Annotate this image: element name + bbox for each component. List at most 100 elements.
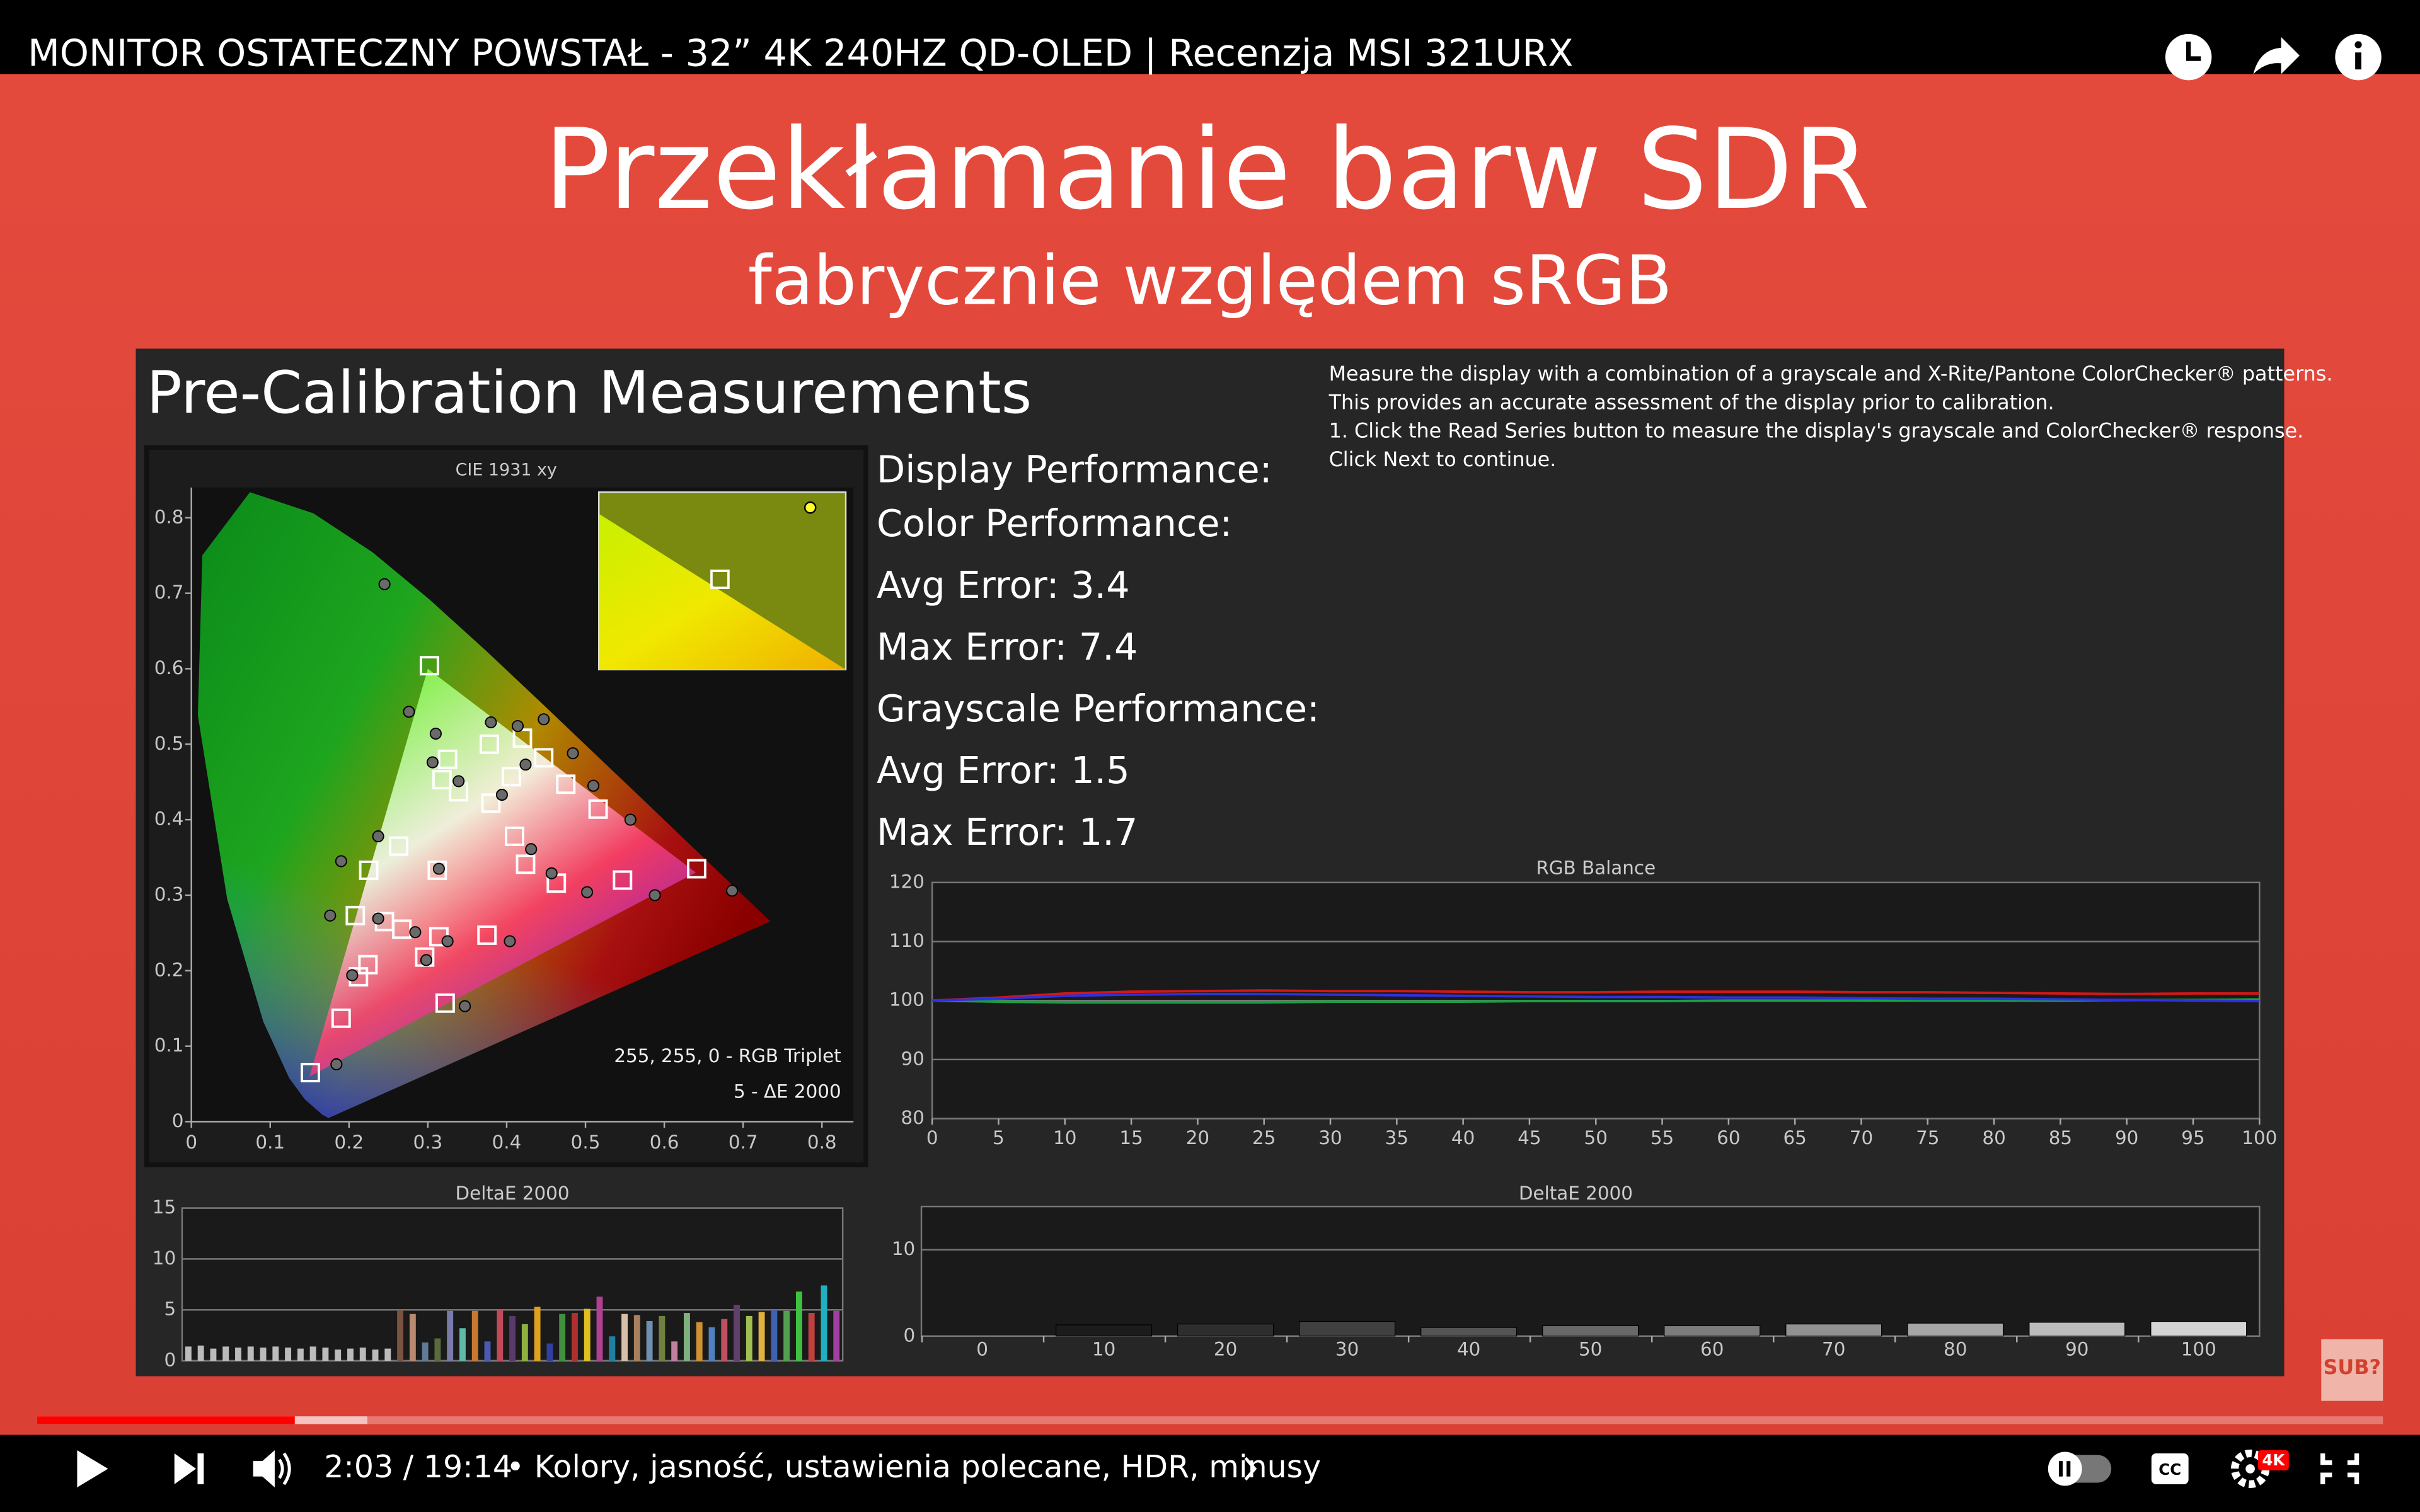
deltae-bar <box>484 1341 491 1361</box>
watch-later-icon[interactable] <box>2165 33 2212 81</box>
instruction-line: Click Next to continue. <box>1329 447 1557 471</box>
x-tick-label: 85 <box>2049 1127 2072 1148</box>
x-tick-label: 0 <box>976 1338 988 1360</box>
deltae-bar <box>1299 1320 1396 1337</box>
gamut-triangle <box>309 668 696 1077</box>
target-point <box>686 859 706 879</box>
deltae-bar <box>1907 1322 2004 1337</box>
x-tick-label: 80 <box>1944 1338 1967 1360</box>
measured-point <box>567 747 579 760</box>
x-tick-label: 25 <box>1252 1127 1276 1148</box>
y-tick-label: 100 <box>889 989 925 1011</box>
deltae-bar <box>497 1310 504 1361</box>
video-title[interactable]: MONITOR OSTATECZNY POWSTAŁ - 32” 4K 240H… <box>28 31 1573 74</box>
y-tick-label: 10 <box>153 1247 176 1269</box>
performance-stat: Avg Error: 3.4 <box>877 563 1130 607</box>
chapter-arrow[interactable] <box>1244 1457 1257 1481</box>
target-point <box>505 827 524 846</box>
progress-bar[interactable] <box>37 1416 2383 1424</box>
info-icon[interactable] <box>2335 33 2382 81</box>
x-tick-label: 0.6 <box>650 1131 679 1153</box>
settings-button[interactable] <box>2231 1449 2289 1489</box>
target-point <box>477 925 497 945</box>
x-tick-label: 0 <box>926 1127 938 1148</box>
measured-point <box>511 719 524 733</box>
target-point <box>359 860 379 880</box>
x-tick-label: 10 <box>1053 1127 1076 1148</box>
target-point <box>427 860 447 880</box>
corner-logo[interactable]: SUB? <box>2323 1355 2381 1379</box>
x-tick-label: 95 <box>2181 1127 2204 1148</box>
chart-title: CIE 1931 xy <box>456 460 557 479</box>
deltae-bar <box>721 1319 728 1361</box>
deltae-bar <box>783 1310 790 1361</box>
deltae-bar <box>335 1349 342 1361</box>
deltae-bar <box>609 1336 616 1361</box>
x-tick-label: 0.7 <box>729 1131 758 1153</box>
measured-point <box>452 775 465 788</box>
x-tick-label: 65 <box>1783 1127 1806 1148</box>
chart-title: DeltaE 2000 <box>456 1183 570 1204</box>
deltae-bar <box>646 1320 653 1361</box>
measured-point <box>519 759 532 771</box>
deltae-bar <box>671 1341 678 1361</box>
deltae-bar <box>197 1345 204 1361</box>
target-point <box>389 836 409 856</box>
measured-point <box>648 889 661 902</box>
deltae-bar <box>247 1346 254 1361</box>
zoom-target <box>710 570 730 589</box>
deltae-bar <box>1056 1324 1153 1337</box>
deltae-bar <box>696 1322 703 1361</box>
captions-button[interactable]: CC <box>2151 1453 2189 1484</box>
target-point <box>345 905 366 925</box>
deltae-bar <box>633 1315 640 1361</box>
deltae-bar <box>1542 1325 1639 1337</box>
deltae-bar <box>584 1309 591 1361</box>
deltae-bar <box>210 1348 217 1361</box>
deltae-bar <box>734 1305 740 1361</box>
measured-point <box>587 779 600 792</box>
deltae-bar <box>2029 1322 2126 1337</box>
x-tick-label: 50 <box>1584 1127 1608 1148</box>
y-tick-label: 0.1 <box>154 1034 184 1056</box>
target-point <box>502 767 521 787</box>
chapter-title[interactable]: • Kolory, jasność, ustawienia polecane, … <box>506 1449 1321 1485</box>
measured-point <box>372 830 384 843</box>
volume-button[interactable] <box>253 1450 291 1487</box>
x-tick-label: 0.8 <box>807 1131 837 1153</box>
deltae-bar <box>347 1348 354 1361</box>
next-button[interactable] <box>174 1453 204 1484</box>
measured-point <box>504 935 516 948</box>
deltae-bar <box>621 1314 628 1361</box>
target-point <box>480 734 499 754</box>
deltae-bar <box>434 1338 441 1361</box>
deltae-bar <box>397 1310 404 1361</box>
x-tick-label: 55 <box>1651 1127 1674 1148</box>
deltae-bar <box>384 1348 391 1361</box>
x-tick-label: 70 <box>1822 1338 1845 1360</box>
deltae-bar <box>683 1313 690 1361</box>
performance-stat: Max Error: 7.4 <box>877 625 1138 668</box>
deltae-bar <box>309 1346 316 1361</box>
deltae-bar <box>534 1307 541 1361</box>
play-button[interactable] <box>77 1450 108 1487</box>
exit-fullscreen-button[interactable] <box>2320 1453 2360 1484</box>
y-tick-label: 15 <box>153 1196 176 1218</box>
measured-point <box>335 855 347 868</box>
deltae-bar <box>708 1327 715 1361</box>
slide-subtitle: fabrycznie względem sRGB <box>748 241 1673 320</box>
measured-point <box>545 867 558 879</box>
y-tick-label: 10 <box>892 1238 915 1259</box>
autoplay-toggle[interactable] <box>2048 1452 2112 1486</box>
deltae-bar <box>185 1346 192 1361</box>
y-tick-label: 80 <box>901 1107 925 1128</box>
target-point <box>432 770 452 790</box>
balance-line <box>932 989 2260 1002</box>
share-icon[interactable] <box>2253 37 2300 74</box>
performance-stat: Display Performance: <box>877 447 1272 491</box>
y-tick-label: 0.4 <box>154 808 184 830</box>
target-point <box>613 870 633 890</box>
target-point <box>301 1063 320 1082</box>
deltae-bar <box>771 1310 778 1361</box>
deltae-bar <box>572 1313 578 1361</box>
